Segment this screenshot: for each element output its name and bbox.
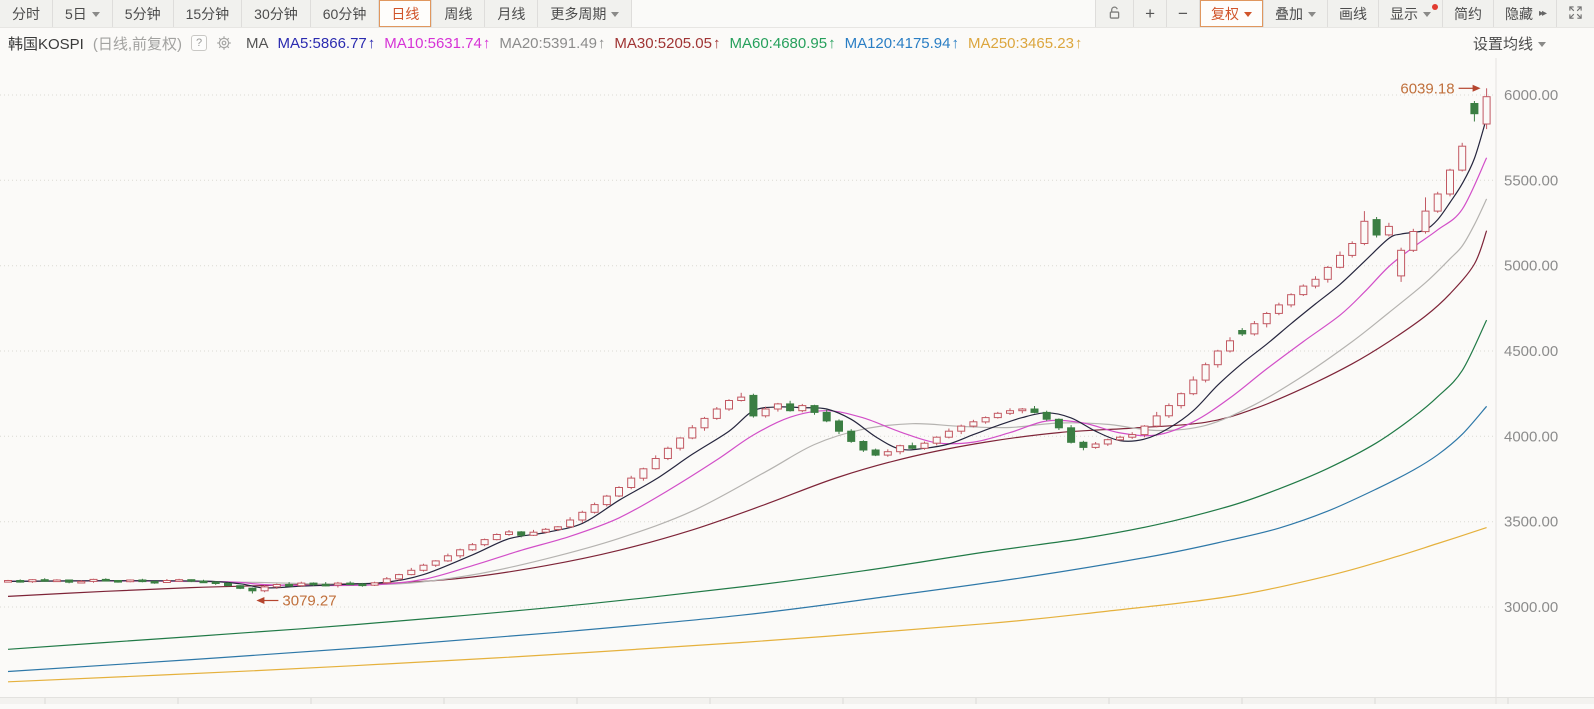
svg-text:4000.00: 4000.00: [1504, 428, 1558, 445]
chevron-down-icon: [1422, 12, 1431, 17]
ma30-value: MA30:5205.05 ↑: [614, 34, 721, 52]
chevron-down-icon: [1243, 12, 1252, 17]
up-arrow-icon: ↑: [951, 34, 960, 52]
tab-30min[interactable]: 30分钟: [242, 0, 311, 27]
svg-text:5500.00: 5500.00: [1504, 172, 1558, 189]
lock-button[interactable]: [1095, 0, 1134, 27]
help-badge[interactable]: ?: [191, 35, 208, 51]
up-arrow-icon: ↑: [597, 34, 606, 52]
up-arrow-icon: ↑: [482, 34, 491, 52]
up-arrow-icon: ↑: [1074, 34, 1083, 52]
svg-text:3079.27: 3079.27: [282, 593, 336, 610]
tab-minute-chart[interactable]: 分时: [0, 0, 53, 27]
up-arrow-icon: ↑: [367, 34, 376, 52]
indicator-gear-icon[interactable]: [216, 35, 232, 51]
ma120-value: MA120:4175.94 ↑: [844, 34, 960, 52]
ma250-value: MA250:3465.23 ↑: [968, 34, 1083, 52]
tab-monthly[interactable]: 月线: [485, 0, 539, 27]
symbol-name: 韩国KOSPI: [8, 35, 84, 53]
hide-button[interactable]: 隐藏 ▸▸: [1492, 0, 1556, 27]
svg-text:3500.00: 3500.00: [1504, 514, 1558, 531]
chart-header: 韩国KOSPI (日线,前复权) ? MA MA5:5866.77 ↑ MA10:…: [0, 28, 1594, 58]
ma10-value: MA10:5631.74 ↑: [384, 34, 491, 52]
chevron-down-icon: [91, 12, 100, 17]
tab-5min[interactable]: 5分钟: [112, 0, 174, 27]
zoom-in-button[interactable]: +: [1133, 0, 1167, 27]
ma5-value: MA5:5866.77 ↑: [277, 34, 376, 52]
svg-text:3000.00: 3000.00: [1504, 599, 1558, 616]
double-arrow-icon: ▸▸: [1538, 8, 1547, 19]
toolbar: 分时 5日 5分钟 15分钟 30分钟 60分钟 日线 周线 月线 更多周期 +…: [0, 0, 1594, 28]
svg-text:4500.00: 4500.00: [1504, 343, 1558, 360]
svg-text:5000.00: 5000.00: [1504, 258, 1558, 275]
chevron-down-icon: [1307, 12, 1316, 17]
kline-chart[interactable]: 6000.00 5500.00 5000.00 4500.00 4000.00 3500.…: [0, 58, 1594, 704]
ma60-value: MA60:4680.95 ↑: [729, 34, 836, 52]
svg-text:6000.00: 6000.00: [1504, 87, 1558, 104]
fullscreen-button[interactable]: [1556, 0, 1594, 27]
tab-daily[interactable]: 日线: [379, 0, 433, 27]
unlock-icon: [1107, 5, 1122, 23]
chart-mode-label: (日线,前复权): [92, 35, 183, 53]
notification-dot: [1431, 4, 1438, 10]
ma-settings-button[interactable]: 设置均线: [1473, 33, 1546, 54]
tab-5day[interactable]: 5日: [53, 0, 113, 27]
chevron-down-icon: [1538, 41, 1546, 47]
display-button[interactable]: 显示: [1377, 0, 1442, 27]
svg-text:6039.18: 6039.18: [1400, 80, 1454, 97]
tab-weekly[interactable]: 周线: [432, 0, 486, 27]
up-arrow-icon: ↑: [828, 34, 836, 52]
tab-60min[interactable]: 60分钟: [310, 0, 380, 27]
chevron-down-icon: [611, 12, 620, 17]
ma-indicator-label: MA: [246, 34, 269, 52]
adjust-mode-button[interactable]: 复权: [1198, 0, 1263, 27]
tab-15min[interactable]: 15分钟: [173, 0, 243, 27]
toolbar-right-group: + − 复权 叠加 画线 显示 简约 隐藏 ▸▸: [1095, 0, 1594, 27]
draw-line-button[interactable]: 画线: [1326, 0, 1378, 27]
tab-more-periods[interactable]: 更多周期: [538, 0, 633, 27]
overlay-button[interactable]: 叠加: [1262, 0, 1327, 27]
ma20-value: MA20:5391.49 ↑: [499, 34, 606, 52]
simple-mode-button[interactable]: 简约: [1441, 0, 1493, 27]
fullscreen-icon: [1568, 5, 1583, 23]
zoom-out-button[interactable]: −: [1166, 0, 1199, 27]
up-arrow-icon: ↑: [713, 34, 721, 52]
